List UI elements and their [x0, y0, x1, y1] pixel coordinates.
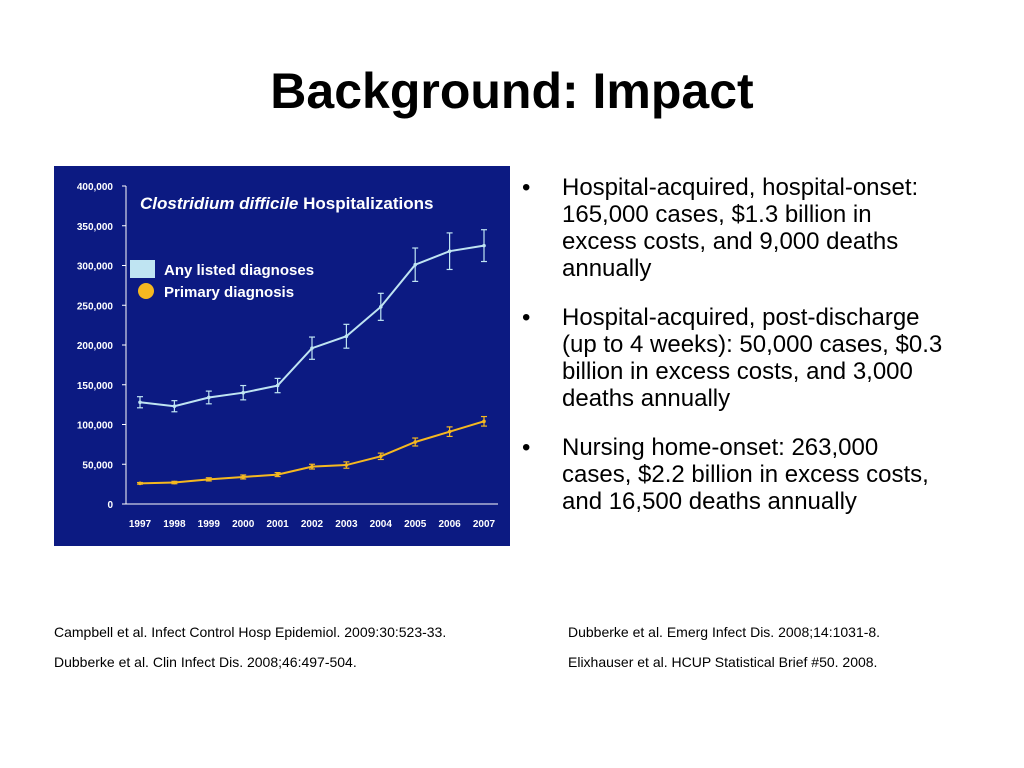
data-point — [447, 429, 452, 434]
y-tick-label: 100,000 — [77, 421, 114, 432]
bullet-text: Nursing home-onset: 263,000 cases, $2.2 … — [562, 434, 929, 515]
x-tick-label: 1997 — [129, 519, 152, 530]
x-tick-label: 2004 — [370, 519, 393, 530]
y-tick-label: 300,000 — [77, 262, 114, 273]
x-tick-label: 2006 — [438, 519, 461, 530]
data-point — [241, 475, 245, 479]
series-line-primary — [139, 420, 485, 485]
x-tick-label: 2007 — [473, 519, 496, 530]
data-point — [172, 404, 177, 409]
data-point — [310, 346, 314, 350]
y-tick-label: 250,000 — [77, 301, 114, 312]
chart-title: Clostridium difficile Hospitalizations — [140, 194, 433, 213]
data-point — [413, 262, 418, 267]
data-point — [275, 472, 280, 477]
hospitalizations-chart: 0 50,000 100,000 150,000 200,000 250,000 300,0… — [77, 182, 498, 530]
data-point — [482, 243, 486, 248]
data-point — [379, 454, 383, 459]
x-tick-label: 1999 — [198, 519, 221, 530]
data-point — [310, 464, 314, 469]
reference-dubberke-clin: Dubberke et al. Clin Infect Dis. 2008;46… — [54, 654, 357, 670]
bullet-text: Hospital-acquired, hospital-onset: 165,0… — [562, 174, 919, 282]
legend-label: Primary diagnosis — [164, 284, 294, 301]
data-point — [447, 249, 452, 253]
bullet-text: Hospital-acquired, post-discharge (up to… — [562, 304, 943, 412]
y-tick-label: 50,000 — [82, 460, 113, 471]
bullet-item: • Hospital-acquired, hospital-onset: 165,… — [518, 174, 948, 282]
x-tick-label: 1998 — [163, 519, 186, 530]
data-point — [379, 305, 383, 309]
bullet-list: • Hospital-acquired, hospital-onset: 165,… — [518, 174, 948, 537]
reference-dubberke-emerg: Dubberke et al. Emerg Infect Dis. 2008;1… — [568, 624, 881, 640]
x-tick-label: 2003 — [335, 519, 358, 530]
bullet-marker: • — [522, 434, 531, 461]
y-tick-label: 200,000 — [77, 341, 114, 352]
slide-title: Background: Impact — [270, 63, 754, 119]
bullet-item: • Nursing home-onset: 263,000 cases, $2.2… — [518, 434, 948, 515]
x-tick-label: 2002 — [301, 519, 324, 530]
data-point — [344, 463, 349, 467]
data-point — [241, 390, 245, 395]
data-point — [413, 440, 418, 444]
legend-label: Any listed diagnoses — [164, 262, 314, 279]
data-point — [482, 419, 486, 424]
reference-elixhauser: Elixhauser et al. HCUP Statistical Brief… — [568, 654, 878, 670]
x-tick-label: 2005 — [404, 519, 427, 530]
bullet-item: • Hospital-acquired, post-discharge (up t… — [518, 304, 948, 412]
data-point — [207, 395, 211, 400]
data-point — [138, 481, 142, 486]
bullet-marker: • — [522, 304, 531, 331]
data-point — [172, 480, 177, 485]
data-point — [138, 400, 142, 405]
legend-swatch-primary — [138, 283, 154, 299]
chart-panel: 0 50,000 100,000 150,000 200,000 250,000 300,0… — [54, 166, 510, 546]
y-tick-label: 0 — [107, 500, 113, 511]
data-point — [275, 383, 280, 388]
legend-swatch-any-listed — [130, 260, 155, 278]
y-tick-label: 150,000 — [77, 381, 114, 392]
reference-campbell: Campbell et al. Infect Control Hosp Epid… — [54, 624, 447, 640]
x-tick-label: 2001 — [266, 519, 289, 530]
bullet-marker: • — [522, 174, 531, 201]
y-tick-label: 350,000 — [77, 222, 114, 233]
data-point — [207, 477, 211, 482]
x-tick-label: 2000 — [232, 519, 255, 530]
data-point — [344, 334, 349, 339]
y-tick-label: 400,000 — [77, 182, 114, 193]
